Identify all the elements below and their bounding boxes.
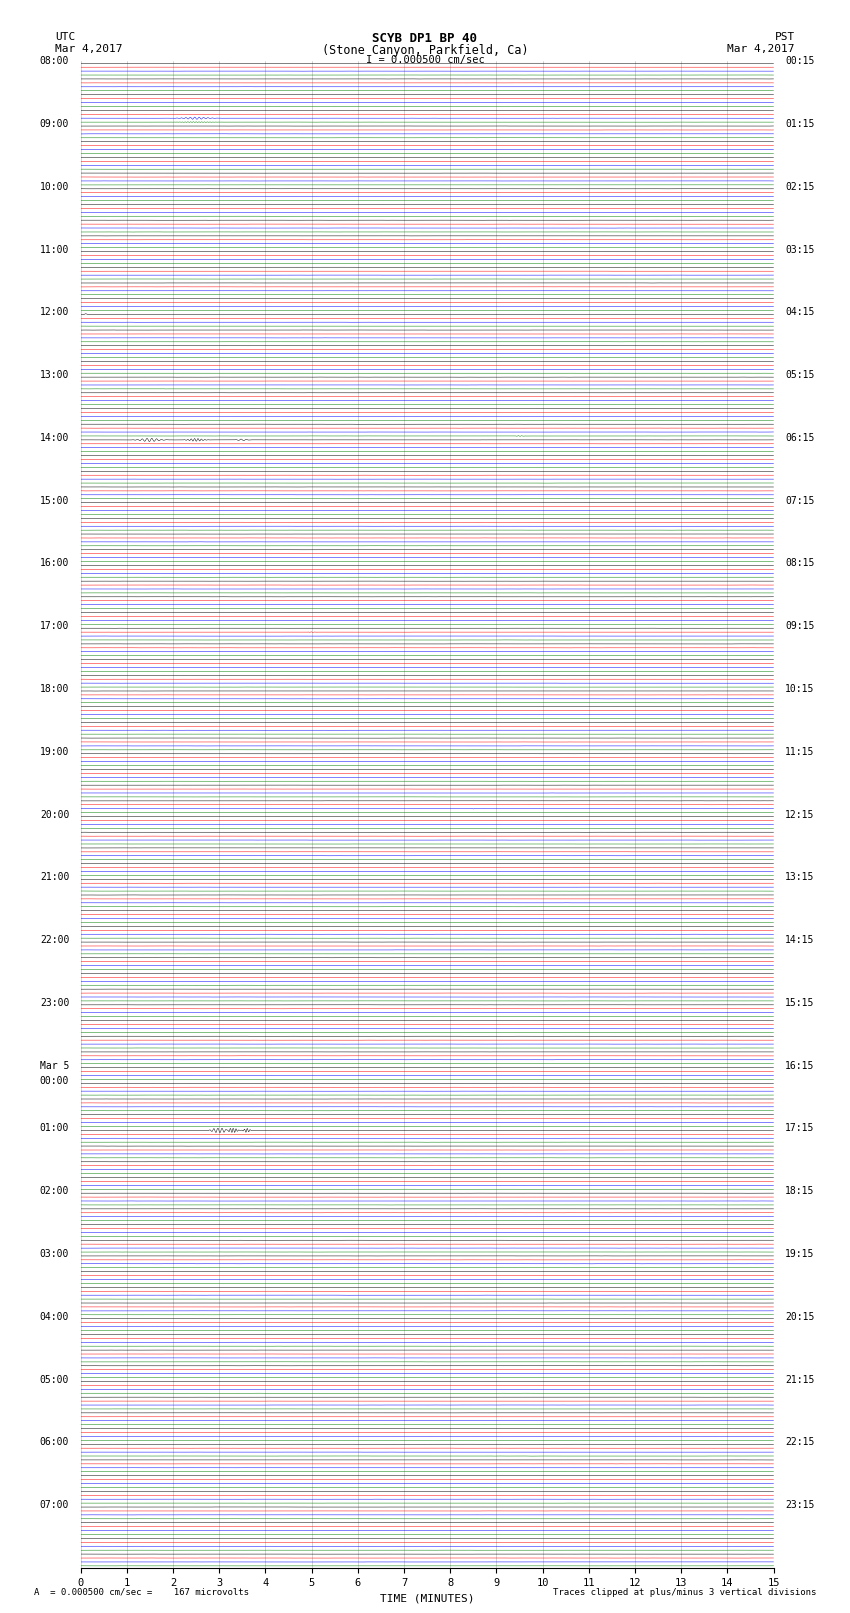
Text: 15:00: 15:00 [40, 495, 69, 506]
Text: 16:00: 16:00 [40, 558, 69, 568]
Text: 12:00: 12:00 [40, 308, 69, 318]
Text: 05:15: 05:15 [785, 369, 814, 381]
Text: 07:00: 07:00 [40, 1500, 69, 1510]
Text: UTC: UTC [55, 32, 76, 42]
Text: 17:15: 17:15 [785, 1123, 814, 1134]
Text: 03:00: 03:00 [40, 1248, 69, 1260]
Text: 05:00: 05:00 [40, 1374, 69, 1384]
Text: 01:00: 01:00 [40, 1123, 69, 1134]
Text: SCYB DP1 BP 40: SCYB DP1 BP 40 [372, 32, 478, 45]
Text: 10:15: 10:15 [785, 684, 814, 694]
Text: 02:00: 02:00 [40, 1186, 69, 1197]
Text: 12:15: 12:15 [785, 810, 814, 819]
Text: A  = 0.000500 cm/sec =    167 microvolts: A = 0.000500 cm/sec = 167 microvolts [34, 1587, 249, 1597]
Text: 19:00: 19:00 [40, 747, 69, 756]
Text: 03:15: 03:15 [785, 245, 814, 255]
Text: 20:00: 20:00 [40, 810, 69, 819]
Text: 09:15: 09:15 [785, 621, 814, 631]
Text: Mar 4,2017: Mar 4,2017 [55, 44, 122, 53]
Text: 18:00: 18:00 [40, 684, 69, 694]
Text: 14:15: 14:15 [785, 936, 814, 945]
Text: 15:15: 15:15 [785, 998, 814, 1008]
Text: 07:15: 07:15 [785, 495, 814, 506]
Text: 18:15: 18:15 [785, 1186, 814, 1197]
Text: 06:15: 06:15 [785, 432, 814, 444]
Text: Traces clipped at plus/minus 3 vertical divisions: Traces clipped at plus/minus 3 vertical … [552, 1587, 816, 1597]
Text: 22:00: 22:00 [40, 936, 69, 945]
Text: 17:00: 17:00 [40, 621, 69, 631]
Text: PST: PST [774, 32, 795, 42]
Text: 13:00: 13:00 [40, 369, 69, 381]
Text: 08:15: 08:15 [785, 558, 814, 568]
Text: 04:15: 04:15 [785, 308, 814, 318]
Text: Mar 4,2017: Mar 4,2017 [728, 44, 795, 53]
Text: (Stone Canyon, Parkfield, Ca): (Stone Canyon, Parkfield, Ca) [321, 44, 529, 56]
Text: 16:15: 16:15 [785, 1061, 814, 1071]
Text: 06:00: 06:00 [40, 1437, 69, 1447]
Text: 02:15: 02:15 [785, 182, 814, 192]
Text: I = 0.000500 cm/sec: I = 0.000500 cm/sec [366, 55, 484, 65]
Text: 04:00: 04:00 [40, 1311, 69, 1321]
X-axis label: TIME (MINUTES): TIME (MINUTES) [380, 1594, 474, 1603]
Text: 21:00: 21:00 [40, 873, 69, 882]
Text: 09:00: 09:00 [40, 119, 69, 129]
Text: 19:15: 19:15 [785, 1248, 814, 1260]
Text: 08:00: 08:00 [40, 56, 69, 66]
Text: 00:15: 00:15 [785, 56, 814, 66]
Text: 23:00: 23:00 [40, 998, 69, 1008]
Text: Mar 5: Mar 5 [40, 1061, 69, 1071]
Text: 13:15: 13:15 [785, 873, 814, 882]
Text: 00:00: 00:00 [40, 1076, 69, 1086]
Text: 22:15: 22:15 [785, 1437, 814, 1447]
Text: 11:15: 11:15 [785, 747, 814, 756]
Text: 14:00: 14:00 [40, 432, 69, 444]
Text: 01:15: 01:15 [785, 119, 814, 129]
Text: 20:15: 20:15 [785, 1311, 814, 1321]
Text: 10:00: 10:00 [40, 182, 69, 192]
Text: 21:15: 21:15 [785, 1374, 814, 1384]
Text: 11:00: 11:00 [40, 245, 69, 255]
Text: 23:15: 23:15 [785, 1500, 814, 1510]
